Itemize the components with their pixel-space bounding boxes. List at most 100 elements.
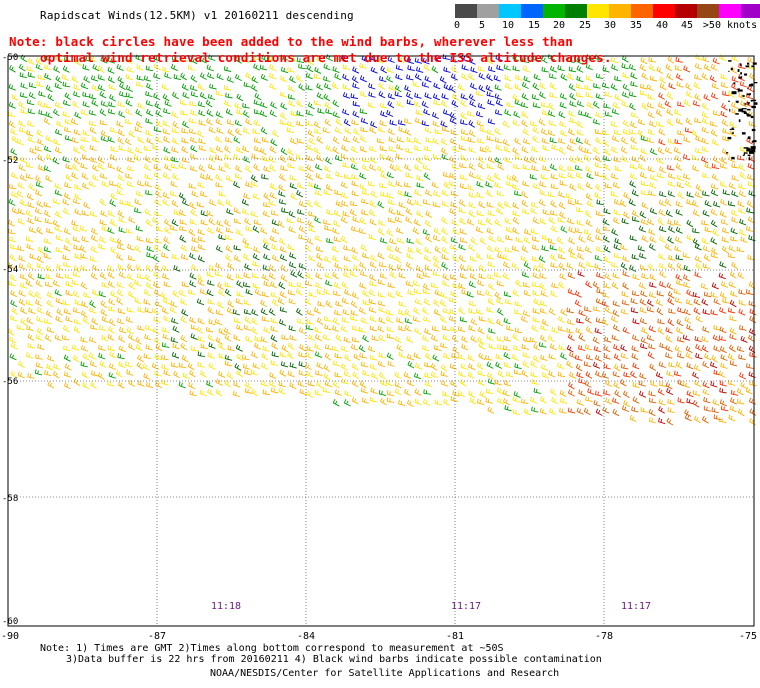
wind-barb — [569, 252, 577, 259]
wind-barb — [425, 380, 433, 388]
wind-barb — [214, 270, 223, 277]
wind-barb — [549, 73, 557, 79]
wind-barb — [88, 109, 97, 116]
wind-barb — [631, 406, 639, 413]
wind-barb — [630, 81, 638, 87]
wind-barb — [332, 380, 340, 389]
wind-barb — [631, 290, 640, 297]
wind-barb — [324, 101, 332, 110]
wind-barb — [405, 216, 413, 224]
wind-barb — [532, 126, 540, 134]
wind-barb — [432, 270, 441, 277]
wind-barb — [352, 254, 360, 261]
wind-barb — [567, 288, 575, 296]
wind-barb — [559, 180, 567, 186]
wind-barb — [638, 380, 646, 387]
wind-barb — [243, 155, 251, 163]
wind-barb — [550, 210, 558, 216]
wind-barb — [423, 63, 431, 72]
wind-barb — [334, 73, 342, 81]
wind-barb — [452, 227, 460, 235]
legend-label: >50 knots — [702, 20, 758, 31]
wind-barb — [316, 362, 324, 370]
wind-barb — [414, 92, 422, 99]
wind-barb — [386, 390, 395, 397]
wind-barb — [413, 372, 422, 380]
wind-barb — [268, 72, 277, 80]
wind-barb — [126, 327, 134, 335]
wind-barb — [323, 75, 331, 82]
wind-barb — [515, 74, 523, 81]
wind-barb — [539, 217, 547, 225]
wind-barb — [316, 135, 324, 144]
wind-barb — [314, 216, 321, 224]
wind-barb — [352, 100, 361, 107]
wind-barb — [648, 291, 657, 299]
land-speck — [752, 140, 757, 143]
wind-barb — [506, 180, 514, 187]
wind-barb — [133, 154, 141, 162]
wind-barb — [252, 192, 260, 200]
wind-barb — [569, 371, 577, 379]
wind-barb — [152, 327, 160, 335]
wind-barb — [154, 136, 163, 143]
wind-barb — [269, 164, 277, 172]
wind-barb — [386, 66, 394, 74]
wind-barb — [170, 300, 178, 308]
wind-barb — [178, 289, 186, 297]
wind-barb — [378, 227, 385, 236]
wind-barb — [603, 255, 611, 264]
wind-barb — [424, 92, 432, 100]
wind-barb — [28, 289, 35, 298]
wind-barb — [191, 236, 199, 244]
wind-barb — [278, 198, 287, 205]
wind-barb — [61, 334, 70, 341]
wind-barb — [189, 218, 198, 225]
wind-barb — [664, 198, 672, 207]
wind-barb — [74, 183, 82, 190]
wind-barb — [88, 336, 97, 343]
wind-barb — [27, 72, 35, 78]
wind-barb — [506, 174, 514, 182]
wind-barb — [476, 362, 484, 370]
wind-barb — [631, 352, 639, 361]
wind-barb — [709, 120, 718, 127]
wind-barb — [614, 75, 622, 82]
wind-barb — [289, 334, 297, 341]
wind-barb — [178, 192, 186, 200]
wind-barb — [468, 300, 477, 307]
wind-barb — [245, 225, 253, 232]
wind-barb — [594, 354, 603, 362]
land-speck — [748, 157, 751, 161]
wind-barb — [458, 243, 466, 251]
wind-barb — [560, 308, 568, 316]
wind-barb — [262, 210, 270, 218]
wind-barb — [486, 244, 494, 253]
wind-barb — [379, 102, 388, 109]
wind-barb — [260, 299, 268, 307]
wind-barb — [143, 353, 151, 359]
wind-barb — [164, 218, 171, 227]
wind-barb — [9, 353, 17, 361]
wind-barb — [557, 362, 565, 370]
wind-barb — [701, 344, 709, 353]
wind-barb — [613, 353, 621, 361]
wind-barb — [686, 289, 693, 297]
wind-barb — [550, 290, 558, 298]
wind-barb — [629, 414, 637, 423]
wind-barb — [216, 219, 224, 227]
legend-swatch — [675, 4, 697, 18]
wind-barb — [683, 99, 691, 107]
wind-barb — [541, 55, 548, 64]
wind-barb — [99, 119, 108, 126]
wind-barb — [208, 217, 216, 226]
wind-barb — [137, 306, 145, 314]
wind-barb — [629, 235, 637, 241]
wind-barb — [522, 310, 531, 317]
wind-barb — [584, 246, 592, 254]
wind-barb — [505, 226, 513, 234]
wind-barb — [315, 272, 323, 280]
wind-barb — [99, 108, 107, 117]
wind-barb — [306, 155, 314, 162]
wind-barb — [197, 361, 205, 368]
